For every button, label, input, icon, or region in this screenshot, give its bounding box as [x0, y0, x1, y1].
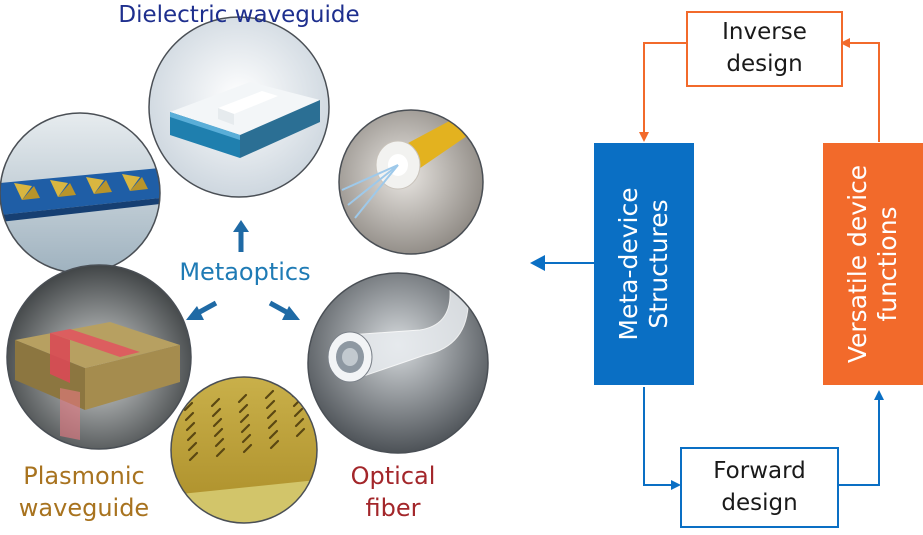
forward-line1: Forward — [713, 458, 806, 484]
dielectric-waveguide-label: Dielectric waveguide — [118, 2, 360, 28]
plasmonic-waveguide-illustration — [6, 264, 192, 450]
optical-label-line1: Optical — [350, 462, 436, 490]
forward-design-text: Forward design — [681, 455, 838, 519]
antenna-waveguide-illustration — [0, 112, 161, 274]
inverse-design-text: Inverse design — [687, 16, 842, 80]
versatile-line1: Versatile device — [843, 164, 872, 364]
meta-device-box — [594, 143, 694, 385]
blue-loop-right — [838, 390, 884, 486]
meta-device-text: Meta-device Structures — [614, 144, 674, 384]
inverse-line2: design — [726, 51, 803, 77]
metaoptics-arrows — [186, 220, 300, 320]
blue-loop-left — [643, 387, 681, 490]
metaoptics-label: Metaoptics — [179, 258, 311, 286]
inverse-design-box — [686, 11, 843, 87]
optical-label-line2: fiber — [365, 494, 421, 522]
plasmonic-label-line1: Plasmonic — [23, 462, 145, 490]
meta-line2: Structures — [644, 199, 673, 329]
forward-design-box — [680, 447, 839, 528]
plasmonic-label-line2: waveguide — [18, 494, 150, 522]
design-flow — [530, 11, 923, 528]
forward-line2: design — [721, 490, 798, 516]
orange-loop-left — [639, 42, 687, 142]
inverse-line1: Inverse — [722, 19, 807, 45]
dielectric-waveguide-illustration — [148, 16, 330, 198]
metasurface-illustration — [170, 376, 318, 524]
versatile-line2: functions — [873, 206, 902, 322]
orange-loop-right — [840, 38, 880, 142]
versatile-box — [823, 143, 923, 385]
meta-line1: Meta-device — [614, 187, 643, 341]
optical-fiber-illustration — [307, 272, 489, 454]
versatile-text: Versatile device functions — [843, 144, 903, 384]
gold-fiber-illustration — [338, 109, 484, 255]
